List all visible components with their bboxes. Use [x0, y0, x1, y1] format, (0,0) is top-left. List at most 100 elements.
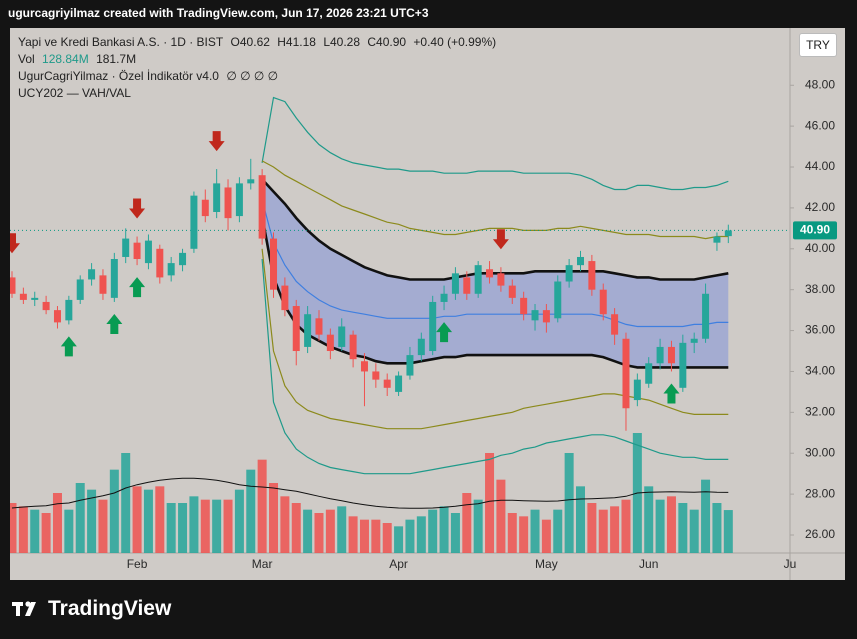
volume-bar [257, 459, 267, 553]
volume-bar [450, 513, 460, 553]
candle-body [270, 238, 278, 290]
candle-body [304, 314, 312, 347]
x-tick-label: Mar [252, 557, 273, 571]
indicator-line [261, 160, 729, 240]
volume-bar [178, 503, 188, 553]
indicator-line [261, 258, 729, 475]
candle-body [486, 269, 494, 278]
y-tick-label: 32.00 [805, 405, 835, 419]
volume-bar [314, 513, 324, 553]
candle-body [179, 252, 187, 266]
buy-signal [106, 313, 123, 334]
volume-bar [30, 509, 40, 553]
currency-button[interactable]: TRY [799, 33, 837, 57]
candle-body [360, 361, 368, 372]
candle-body [110, 259, 118, 298]
volume-bar [405, 519, 415, 553]
candle-body [213, 183, 221, 212]
vol-label: Vol [18, 52, 35, 66]
candle-body [338, 326, 346, 347]
candle-body [645, 363, 653, 384]
candle-body [167, 263, 175, 276]
candle-body [201, 199, 209, 217]
candle-body [88, 269, 96, 280]
candle-body [395, 375, 403, 392]
volume-bar [473, 499, 483, 553]
ohlc-high: H41.18 [277, 35, 316, 49]
volume-bar [701, 479, 711, 553]
vol-value: 128.84M [42, 52, 89, 66]
candle-body [144, 240, 152, 264]
candle-body [429, 301, 437, 352]
volume-bar [428, 509, 438, 553]
indicator-name: UCY202 — VAH/VAL [18, 86, 131, 100]
volume-bar [325, 509, 335, 553]
x-tick-label: Feb [127, 557, 148, 571]
volume-bar [712, 503, 722, 553]
candle-body [497, 273, 505, 286]
candle-body [554, 281, 562, 319]
candle-body [565, 265, 573, 282]
candle-body [76, 279, 84, 300]
buy-signal [129, 277, 146, 298]
axes: 26.00 28.00 30.00 32.00 34.00 36.00 38.00 40.00… [127, 77, 837, 571]
y-tick-label: 40.00 [805, 241, 835, 255]
candle-body [122, 238, 130, 257]
volume-bar [485, 453, 495, 553]
candle-body [315, 318, 323, 335]
candle-body [702, 293, 710, 339]
sell-signal [10, 233, 20, 254]
candle-body [292, 306, 300, 352]
candle-body [520, 297, 528, 315]
y-tick-label: 42.00 [805, 200, 835, 214]
symbol: Yapi ve Kredi Bankasi A.S. · 1D · BIST [18, 35, 224, 49]
volume-bar [166, 503, 176, 553]
volume-bar [576, 486, 585, 553]
volume-bar [64, 509, 74, 553]
candle-body [224, 187, 232, 219]
volume-bar [394, 526, 404, 553]
y-tick-label: 46.00 [805, 118, 835, 132]
volume-bar [553, 509, 563, 553]
volume-bar [303, 509, 313, 553]
volume-bar [644, 486, 654, 553]
y-tick-label: 36.00 [805, 323, 835, 337]
volume-bar [98, 499, 108, 553]
candle-body [690, 338, 698, 343]
volume-bar [155, 486, 165, 553]
volume-bar [359, 519, 369, 553]
candle-body [724, 230, 732, 237]
volume-bar [269, 483, 279, 553]
candle-body [10, 277, 16, 294]
candle-body [65, 299, 73, 321]
volume-bar [121, 453, 131, 553]
candle-body [281, 285, 289, 311]
candle-body [474, 265, 482, 294]
y-tick-label: 28.00 [805, 486, 835, 500]
candle-body [406, 355, 414, 376]
volume-bar [291, 503, 301, 553]
volume-bar [348, 516, 358, 553]
candle-body [417, 338, 425, 356]
volume-bar [598, 509, 608, 553]
candle-body [633, 379, 641, 401]
volume-bar [280, 496, 290, 553]
volume-bar [234, 489, 244, 553]
candle-body [258, 175, 266, 239]
candle-body [451, 273, 459, 294]
x-tick-label: Apr [389, 557, 408, 571]
volume-bar [200, 499, 210, 553]
volume-bar [541, 519, 551, 553]
candle-body [133, 242, 141, 260]
candle-body [440, 293, 448, 302]
volume-bar [507, 513, 517, 553]
y-tick-label: 30.00 [805, 445, 835, 459]
volume-bar [678, 503, 688, 553]
candle-body [599, 289, 607, 315]
volume-bar [109, 469, 119, 553]
volume-bar [337, 506, 347, 553]
indicator-name: UgurCagriYilmaz · Özel İndikatör v4.0 [18, 69, 219, 83]
legend-indicator-row: UCY202 — VAH/VAL [18, 86, 135, 100]
candle-body [53, 310, 61, 323]
buy-signal [60, 336, 77, 357]
